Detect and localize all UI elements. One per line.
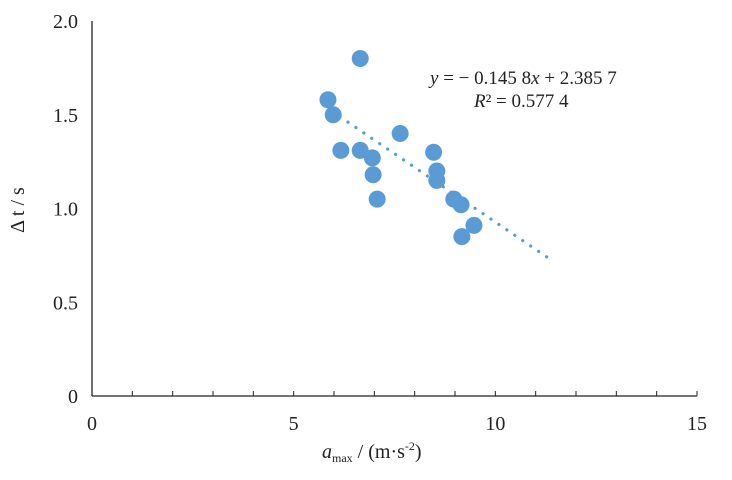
tick-labels: 0 5 10 15 0 0.5 1.0 1.5 2.0 bbox=[53, 11, 707, 435]
data-point bbox=[319, 91, 337, 109]
y-tick-label: 1.5 bbox=[53, 105, 78, 127]
data-point bbox=[332, 141, 350, 159]
data-point bbox=[453, 228, 471, 246]
x-tick-label: 0 bbox=[87, 413, 97, 435]
data-point bbox=[465, 216, 483, 234]
x-tick-label: 5 bbox=[289, 413, 299, 435]
x-axis-label: amax / (m·s-2) bbox=[322, 439, 422, 465]
y-tick-label: 0 bbox=[68, 386, 78, 408]
y-tick-label: 2.0 bbox=[53, 11, 78, 33]
data-point bbox=[452, 196, 470, 214]
data-point bbox=[351, 50, 369, 67]
r-squared-annotation: R² = 0.577 4 bbox=[473, 91, 569, 112]
data-point bbox=[324, 106, 342, 124]
data-point bbox=[368, 190, 386, 208]
data-point bbox=[364, 166, 382, 184]
axes bbox=[91, 21, 698, 397]
data-points bbox=[319, 50, 483, 246]
y-tick-label: 0.5 bbox=[53, 292, 78, 314]
x-tick-label: 10 bbox=[485, 413, 505, 435]
data-point bbox=[425, 143, 443, 161]
data-point bbox=[428, 171, 446, 189]
y-tick-label: 1.0 bbox=[53, 199, 78, 221]
data-point bbox=[391, 125, 409, 142]
data-point bbox=[363, 149, 381, 167]
x-tick-label: 15 bbox=[687, 413, 707, 435]
equation-annotation: y = − 0.145 8x + 2.385 7 bbox=[428, 68, 617, 89]
y-axis-label: Δ t / s bbox=[7, 187, 29, 233]
